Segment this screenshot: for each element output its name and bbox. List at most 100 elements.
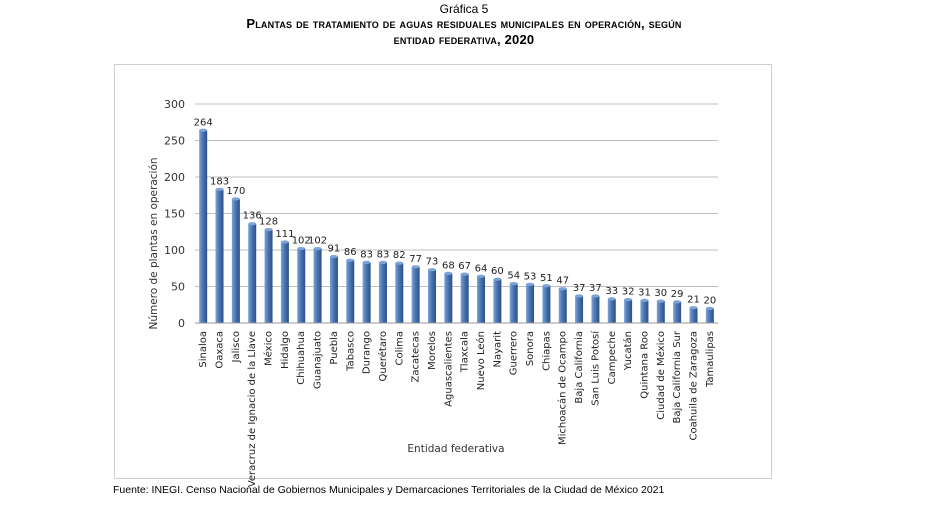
x-tick-label: Guanajuato: [313, 331, 324, 389]
x-tick-label: Querétaro: [377, 331, 389, 381]
x-tick-label: Yucatán: [622, 331, 634, 371]
data-label: 73: [426, 257, 439, 268]
data-label: 64: [475, 263, 488, 274]
x-tick-label: Sonora: [525, 331, 536, 366]
x-tick-label: San Luis Potosí: [589, 330, 601, 406]
bar: [460, 274, 469, 323]
bar-top: [591, 294, 600, 298]
x-tick-label: Guerrero: [509, 331, 520, 375]
bar-top: [705, 306, 714, 310]
bar: [558, 288, 567, 323]
bar: [313, 248, 322, 323]
bar: [509, 283, 518, 323]
x-tick-label: Oaxaca: [215, 331, 226, 369]
x-tick-label: Nuevo León: [475, 331, 487, 390]
bar: [624, 299, 633, 323]
data-label: 183: [210, 176, 229, 187]
data-label: 136: [243, 211, 262, 222]
bar-top: [607, 297, 616, 301]
bar-top: [509, 281, 518, 286]
x-tick-label: Durango: [362, 331, 373, 374]
bar-top: [329, 254, 338, 259]
x-tick-label: Sinaloa: [198, 331, 209, 368]
bar-top: [346, 258, 355, 262]
y-tick-label: 0: [178, 317, 185, 330]
data-label: 67: [458, 261, 471, 272]
bar-top: [248, 222, 257, 226]
data-label: 37: [573, 283, 586, 294]
bar-top: [493, 277, 502, 281]
y-axis-title: Número de plantas en operación: [148, 157, 160, 329]
chart-caption: Gráfica 5: [439, 2, 489, 16]
bar-top: [460, 272, 469, 276]
data-label: 102: [292, 236, 311, 247]
bar: [411, 266, 420, 323]
x-tick-label: Tamaulipas: [705, 331, 716, 388]
bar: [362, 262, 371, 323]
data-label: 77: [409, 254, 422, 265]
bar-top: [656, 299, 665, 303]
bar: [607, 298, 616, 323]
bar: [280, 241, 289, 323]
bar: [346, 260, 355, 323]
bar: [689, 307, 698, 323]
x-tick-label: Ciudad de México: [655, 331, 667, 420]
bar: [215, 189, 224, 323]
bar-top: [280, 240, 289, 244]
bar-top: [624, 298, 633, 302]
bar-top: [427, 268, 436, 272]
bar-top: [199, 128, 208, 132]
bar: [264, 229, 273, 323]
bar: [542, 285, 551, 323]
bar: [673, 301, 682, 323]
x-tick-label: Baja California Sur: [672, 330, 683, 423]
bar-top: [477, 274, 486, 278]
bar-top: [231, 197, 240, 201]
data-label: 170: [226, 186, 245, 197]
bar-top: [444, 271, 453, 275]
x-tick-label: Michoacán de Ocampo: [557, 331, 569, 445]
x-tick-label: Puebla: [329, 331, 340, 365]
data-label: 33: [605, 286, 618, 297]
x-tick-label: Baja California: [574, 331, 585, 404]
x-tick-label: Nayarit: [492, 331, 503, 368]
bar: [526, 284, 535, 323]
data-label: 47: [556, 276, 569, 287]
data-label: 20: [703, 295, 716, 306]
x-axis-title: Entidad federativa: [407, 443, 504, 455]
data-label: 82: [393, 250, 406, 261]
bar-top: [526, 282, 535, 286]
data-label: 83: [360, 249, 373, 260]
bar: [248, 223, 257, 323]
source-note: Fuente: INEGI. Censo Nacional de Gobiern…: [113, 484, 665, 496]
bar-top: [395, 261, 404, 265]
x-tick-label: Morelos: [427, 331, 438, 370]
bar: [395, 263, 404, 323]
data-label: 86: [344, 247, 357, 258]
bar: [493, 279, 502, 323]
data-label: 29: [671, 289, 684, 300]
bar-top: [673, 300, 682, 304]
bar: [231, 198, 240, 323]
data-label: 102: [308, 236, 327, 247]
bar: [378, 262, 387, 323]
bar-top: [689, 306, 698, 310]
y-tick-label: 200: [164, 171, 185, 184]
bar: [444, 273, 453, 323]
x-tick-label: Campeche: [607, 331, 618, 384]
chart-header: Gráfica 5 Plantas de tratamiento de agua…: [0, 2, 928, 48]
bar: [656, 301, 665, 323]
data-label: 37: [589, 283, 602, 294]
data-label: 111: [275, 229, 294, 240]
data-label: 68: [442, 260, 455, 271]
y-tick-label: 50: [171, 281, 185, 294]
bar-top: [558, 287, 567, 291]
x-tick-label: Coahuila de Zaragoza: [688, 331, 699, 441]
x-tick-label: Chiapas: [541, 331, 552, 371]
y-tick-label: 150: [164, 208, 185, 221]
y-tick-label: 100: [164, 244, 185, 257]
y-tick-label: 250: [164, 135, 185, 148]
x-tick-label: Jalisco: [231, 331, 242, 363]
bar-top: [411, 265, 420, 269]
data-label: 128: [259, 217, 278, 228]
